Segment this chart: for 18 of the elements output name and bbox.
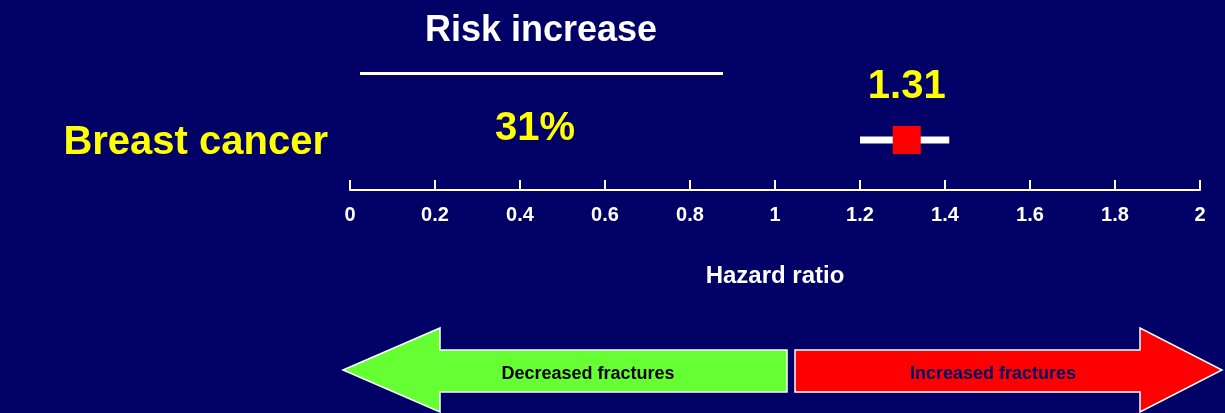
annotation: Risk increase [424, 8, 658, 50]
x-tick-label: 1 [769, 203, 781, 225]
x-tick-label: 1.2 [846, 203, 874, 225]
data-label: 1.31 [867, 62, 946, 106]
left-arrow: Decreased fractures [341, 326, 788, 413]
x-tick-label: 1.6 [1016, 203, 1044, 225]
right-arrow: Increased fractures [794, 326, 1224, 413]
x-tick-label: 0.6 [591, 203, 619, 225]
x-tick-label: 0.4 [506, 203, 535, 225]
x-tick-label: 0.8 [676, 203, 704, 225]
x-tick-label: 2 [1194, 203, 1206, 225]
x-tick-label: 0 [344, 203, 356, 225]
y-tick-label: Breast cancer [63, 118, 328, 162]
x-tick-label: 1.4 [931, 203, 960, 225]
x-tick-label: 1.8 [1101, 203, 1129, 225]
x-axis-title: Hazard ratio [705, 260, 845, 288]
x-tick-label: 0.2 [421, 203, 449, 225]
annotation: 31% [494, 104, 576, 149]
